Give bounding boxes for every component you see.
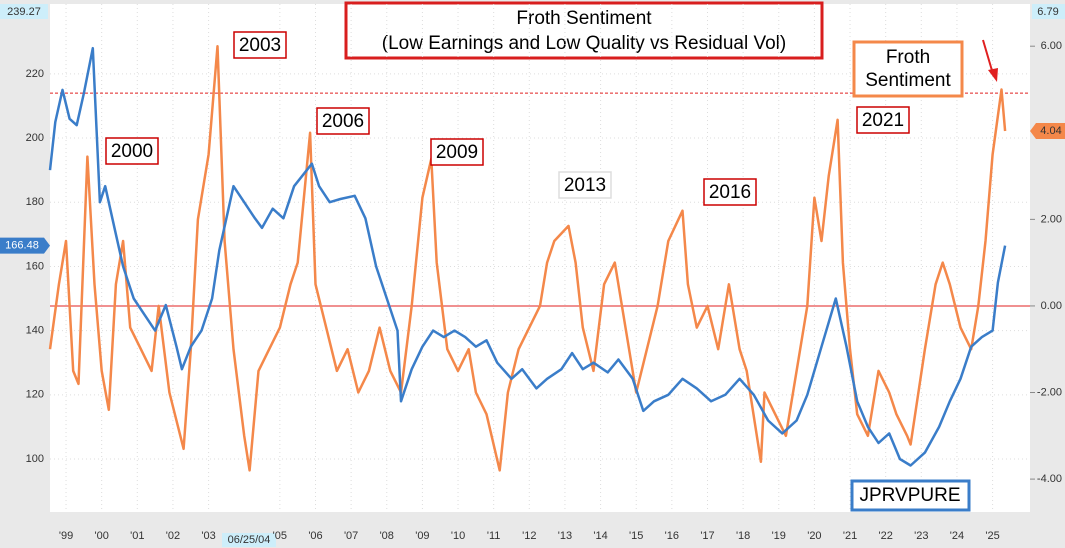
x-tick-label: '08 xyxy=(380,530,394,542)
x-tick-label: '14 xyxy=(593,530,607,542)
arrow xyxy=(982,39,994,75)
jprv-label: JPRVPURE xyxy=(859,485,960,506)
y-tick-label: 180 xyxy=(26,196,44,208)
x-tick-label: '06 xyxy=(308,530,322,542)
y-tick-label: 100 xyxy=(26,453,44,465)
annotation: 2009 xyxy=(436,142,478,163)
annotation: 2013 xyxy=(564,175,606,196)
x-tick-label: '09 xyxy=(415,530,429,542)
x-tick-label: '07 xyxy=(344,530,358,542)
annotation-box xyxy=(233,31,287,59)
y2-tick-label: -4.00 xyxy=(1037,473,1062,485)
y-tick-label: 220 xyxy=(26,68,44,80)
y2-tick-label: 2.00 xyxy=(1041,213,1062,225)
x-tick-label: '03 xyxy=(201,530,215,542)
x-tick-label: '20 xyxy=(807,530,821,542)
x-tick-label: '24 xyxy=(950,530,964,542)
x-tick-label: '13 xyxy=(558,530,572,542)
annotation-box xyxy=(856,106,910,134)
froth-label: Froth xyxy=(886,47,930,68)
chart-title: Froth Sentiment xyxy=(516,8,652,29)
x-tick-label: '17 xyxy=(700,530,714,542)
x-tick-label: '11 xyxy=(487,530,501,542)
y-tick-label: 160 xyxy=(26,260,44,272)
annotation-box xyxy=(703,178,757,206)
arrow-head xyxy=(988,68,998,82)
last-value-box xyxy=(1030,123,1065,140)
y2-tick-label: 0.00 xyxy=(1041,300,1062,312)
series-line xyxy=(48,46,1007,467)
y-tick-label: 140 xyxy=(26,325,44,337)
cursor-date: 06/25/04 xyxy=(228,534,271,546)
chart-subtitle: (Low Earnings and Low Quality vs Residua… xyxy=(382,33,786,54)
annotation-box xyxy=(316,107,370,135)
x-tick-label: '16 xyxy=(665,530,679,542)
x-tick-label: '02 xyxy=(166,530,180,542)
jprv-box xyxy=(850,479,971,512)
x-tick-label: '15 xyxy=(629,530,643,542)
x-tick-label: '00 xyxy=(95,530,109,542)
annotation-box xyxy=(105,137,159,165)
annotation: 2016 xyxy=(709,182,751,203)
annotation: 2003 xyxy=(239,35,281,56)
froth-box xyxy=(852,40,964,98)
x-tick-label: '22 xyxy=(879,530,893,542)
froth-label: Sentiment xyxy=(865,70,951,91)
x-tick-label: '23 xyxy=(914,530,928,542)
x-tick-label: '10 xyxy=(451,530,465,542)
annotation: 2000 xyxy=(111,141,153,162)
last-value-box xyxy=(0,237,50,254)
annotation: 2021 xyxy=(862,110,904,131)
y2-tick-label: 6.00 xyxy=(1041,40,1062,52)
last-value-label: 4.04 xyxy=(1040,125,1061,137)
annotation: 2006 xyxy=(322,111,364,132)
y2top-label: 6.79 xyxy=(1037,6,1058,18)
annotation-box xyxy=(558,171,612,199)
x-tick-label: '19 xyxy=(772,530,786,542)
x-tick-label: '05 xyxy=(273,530,287,542)
ytop-label: 239.27 xyxy=(7,6,41,18)
marks xyxy=(48,4,1030,512)
y2top-box xyxy=(1032,4,1065,19)
x-tick-label: '12 xyxy=(522,530,536,542)
x-tick-label: '25 xyxy=(985,530,999,542)
ytop-box xyxy=(0,4,48,19)
last-value-label: 166.48 xyxy=(5,240,39,252)
annotation-box xyxy=(430,138,484,166)
y-tick-label: 120 xyxy=(26,389,44,401)
x-tick-label: '21 xyxy=(843,530,857,542)
x-tick-label: '01 xyxy=(130,530,144,542)
cursor-box xyxy=(222,533,276,547)
y2-tick-label: -2.00 xyxy=(1037,386,1062,398)
y-tick-label: 200 xyxy=(26,132,44,144)
x-tick-label: '18 xyxy=(736,530,750,542)
x-tick-label: '99 xyxy=(59,530,73,542)
